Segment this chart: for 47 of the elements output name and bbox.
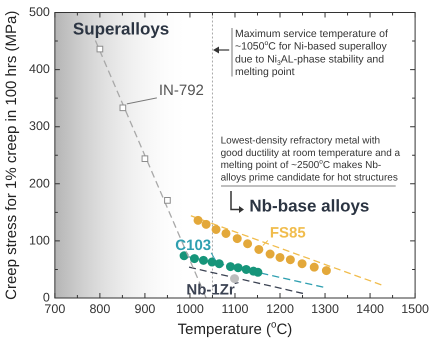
point — [202, 220, 211, 229]
point — [254, 244, 264, 254]
point — [230, 274, 240, 284]
point — [276, 252, 285, 262]
point — [96, 46, 104, 52]
y-tick-label: 0 — [42, 290, 50, 304]
point — [208, 258, 217, 267]
point — [310, 262, 319, 272]
point — [194, 216, 203, 225]
point — [198, 256, 208, 265]
point — [164, 197, 171, 204]
y-axis-title: Creep stress for 1% creep in 100 hrs (MPa) — [3, 10, 20, 300]
point — [221, 228, 230, 238]
annotation: Superalloys — [72, 19, 170, 38]
point — [120, 104, 126, 112]
point — [142, 155, 148, 162]
point — [266, 250, 275, 259]
x-tick-label: 1400 — [356, 302, 384, 316]
x-tick-label: 700 — [44, 302, 66, 316]
point — [242, 264, 251, 274]
point — [298, 259, 307, 268]
point — [322, 266, 331, 276]
x-tick-label: 1500 — [401, 302, 430, 316]
point — [286, 255, 295, 264]
y-tick-label: 200 — [28, 176, 50, 190]
annotation: Nb-base alloys — [249, 196, 370, 216]
point — [214, 259, 224, 268]
series-label: Nb-1Zr — [186, 282, 235, 299]
y-tick-label: 300 — [28, 119, 50, 134]
text: IN-792 — [158, 82, 204, 99]
point — [212, 224, 221, 234]
point — [190, 254, 199, 264]
point — [234, 263, 243, 272]
y-tick-label: 100 — [28, 233, 50, 248]
series-label: FS85 — [270, 224, 306, 242]
x-tick-label: 1200 — [266, 302, 294, 316]
x-tick-label: 1000 — [176, 302, 204, 316]
x-tick-label: 800 — [89, 302, 110, 316]
series-label: C103 — [175, 236, 212, 254]
x-tick-label: 900 — [134, 302, 156, 316]
point — [243, 239, 252, 248]
x-tick-label: 1100 — [222, 302, 248, 316]
point — [232, 234, 242, 244]
point — [226, 262, 235, 272]
x-tick-label: 1300 — [311, 302, 339, 316]
y-tick-label: 500 — [28, 4, 50, 19]
y-tick-label: 400 — [28, 62, 50, 76]
